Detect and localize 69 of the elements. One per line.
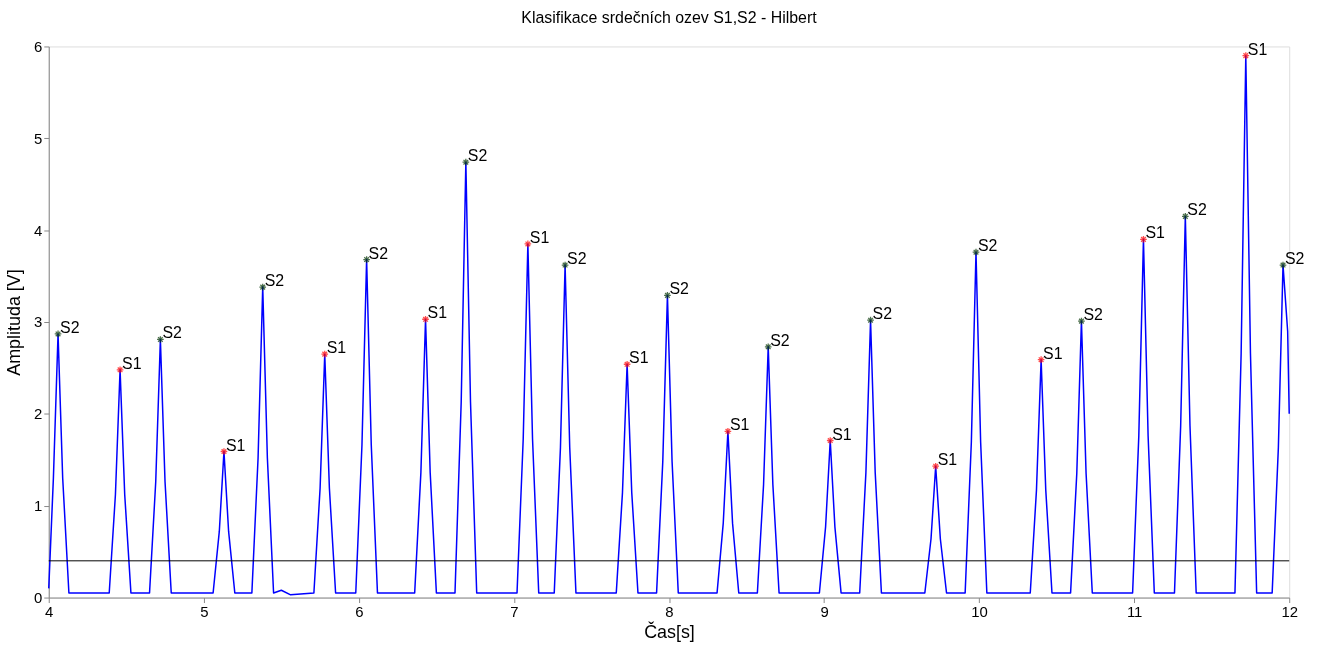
text: S1 [937,451,958,469]
y-tick-label: 3 [33,313,43,331]
point [54,329,63,338]
text: S2 [162,324,182,342]
text: S1 [832,425,852,443]
y-tick-label: 2 [33,405,43,423]
text: S1 [729,416,750,434]
point [931,462,940,471]
text: S1 [629,349,649,367]
series-label: S1 [326,339,347,357]
text: S2 [264,272,285,290]
x-tick-label: 6 [355,602,364,620]
text: S2 [872,305,893,323]
text: S2 [467,147,488,165]
point [461,158,470,167]
y-tick-label: 5 [33,129,43,147]
text: S1 [225,436,246,454]
point [258,283,267,292]
point [561,261,570,270]
y-tick-label: 6 [33,37,43,55]
point [219,447,228,456]
point [723,427,732,436]
point [320,350,329,359]
x-tick-label: 4 [45,602,54,620]
text: S1 [1247,40,1268,58]
y-tick-label: 1 [33,497,43,515]
point [1181,212,1190,221]
point [156,335,165,344]
text: S2 [669,280,689,298]
point [362,255,371,264]
point [116,365,125,374]
point [1037,355,1046,364]
point [1241,51,1250,60]
point [663,291,672,300]
point [866,316,875,325]
series-label: S2 [1083,306,1104,324]
text: S1 [529,228,550,246]
text: S2 [770,331,790,349]
chart-title: Klasifikace srdečních ozev S1,S2 - Hilbert [521,8,818,26]
x-tick-label: 12 [1281,602,1299,620]
text: S2 [368,244,389,262]
text: S2 [1285,250,1305,268]
point [421,315,430,324]
text: S1 [122,354,142,372]
x-tick-label: 5 [200,602,209,620]
point [826,436,835,445]
x-tick-label: 8 [665,602,674,620]
text: S1 [427,304,447,322]
text: S2 [977,237,998,255]
y-tick-label: 4 [33,221,43,239]
text: S2 [60,318,80,336]
y-tick-label: 0 [33,589,43,607]
x-tick-label: 9 [820,602,829,620]
text: S2 [567,250,587,268]
point [1279,261,1287,270]
point [623,360,632,369]
x-tick-label: 10 [971,602,988,620]
x-axis-title: Čas[s] [644,620,695,642]
y-axis-title: Amplituda [V] [4,269,25,376]
x-tick-label: 7 [510,602,519,620]
text: S1 [1043,344,1063,362]
point [523,239,532,248]
x-tick-label: 11 [1126,602,1143,620]
text: S1 [1145,224,1165,242]
point [1077,317,1086,326]
text: S2 [1187,201,1207,219]
point [1139,235,1148,244]
point [972,248,980,257]
point [764,342,773,351]
